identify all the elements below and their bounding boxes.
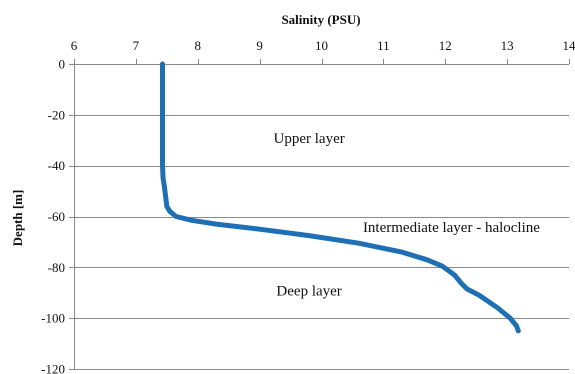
x-tick-label: 7 [133, 38, 140, 53]
x-tick-label: 6 [71, 38, 78, 53]
x-tick-label: 10 [315, 38, 328, 53]
annotations: Upper layer Intermediate layer - haloclin… [274, 131, 541, 299]
x-tick-label: 13 [501, 38, 514, 53]
y-tick-label: -40 [48, 158, 65, 173]
y-tick-label: -20 [48, 107, 65, 122]
x-tick-label: 9 [256, 38, 263, 53]
series-layer [160, 61, 521, 334]
y-tick-label: -60 [48, 209, 65, 224]
y-tick-label: -100 [41, 311, 65, 326]
layer-annotation: Deep layer [276, 283, 341, 299]
x-tick-label: 14 [563, 38, 575, 53]
axes [69, 59, 570, 370]
layer-annotation: Intermediate layer - halocline [363, 220, 540, 236]
grid-lines [74, 64, 569, 370]
x-axis-title: Salinity (PSU) [281, 12, 360, 27]
y-tick-label: 0 [59, 57, 66, 72]
x-tick-label: 8 [195, 38, 202, 53]
x-tick-label: 12 [439, 38, 452, 53]
x-tick-label: 11 [377, 38, 390, 53]
y-tick-label: -120 [41, 362, 65, 374]
layer-annotation: Upper layer [274, 131, 345, 147]
y-tick-label: -80 [48, 260, 65, 275]
salinity-profile-line [160, 61, 521, 334]
y-axis-title: Depth [m] [10, 190, 25, 247]
tick-labels: 6 7 8 9 10 11 12 13 14 0 -20 -40 -60 -80 -100 -120 [41, 38, 575, 374]
